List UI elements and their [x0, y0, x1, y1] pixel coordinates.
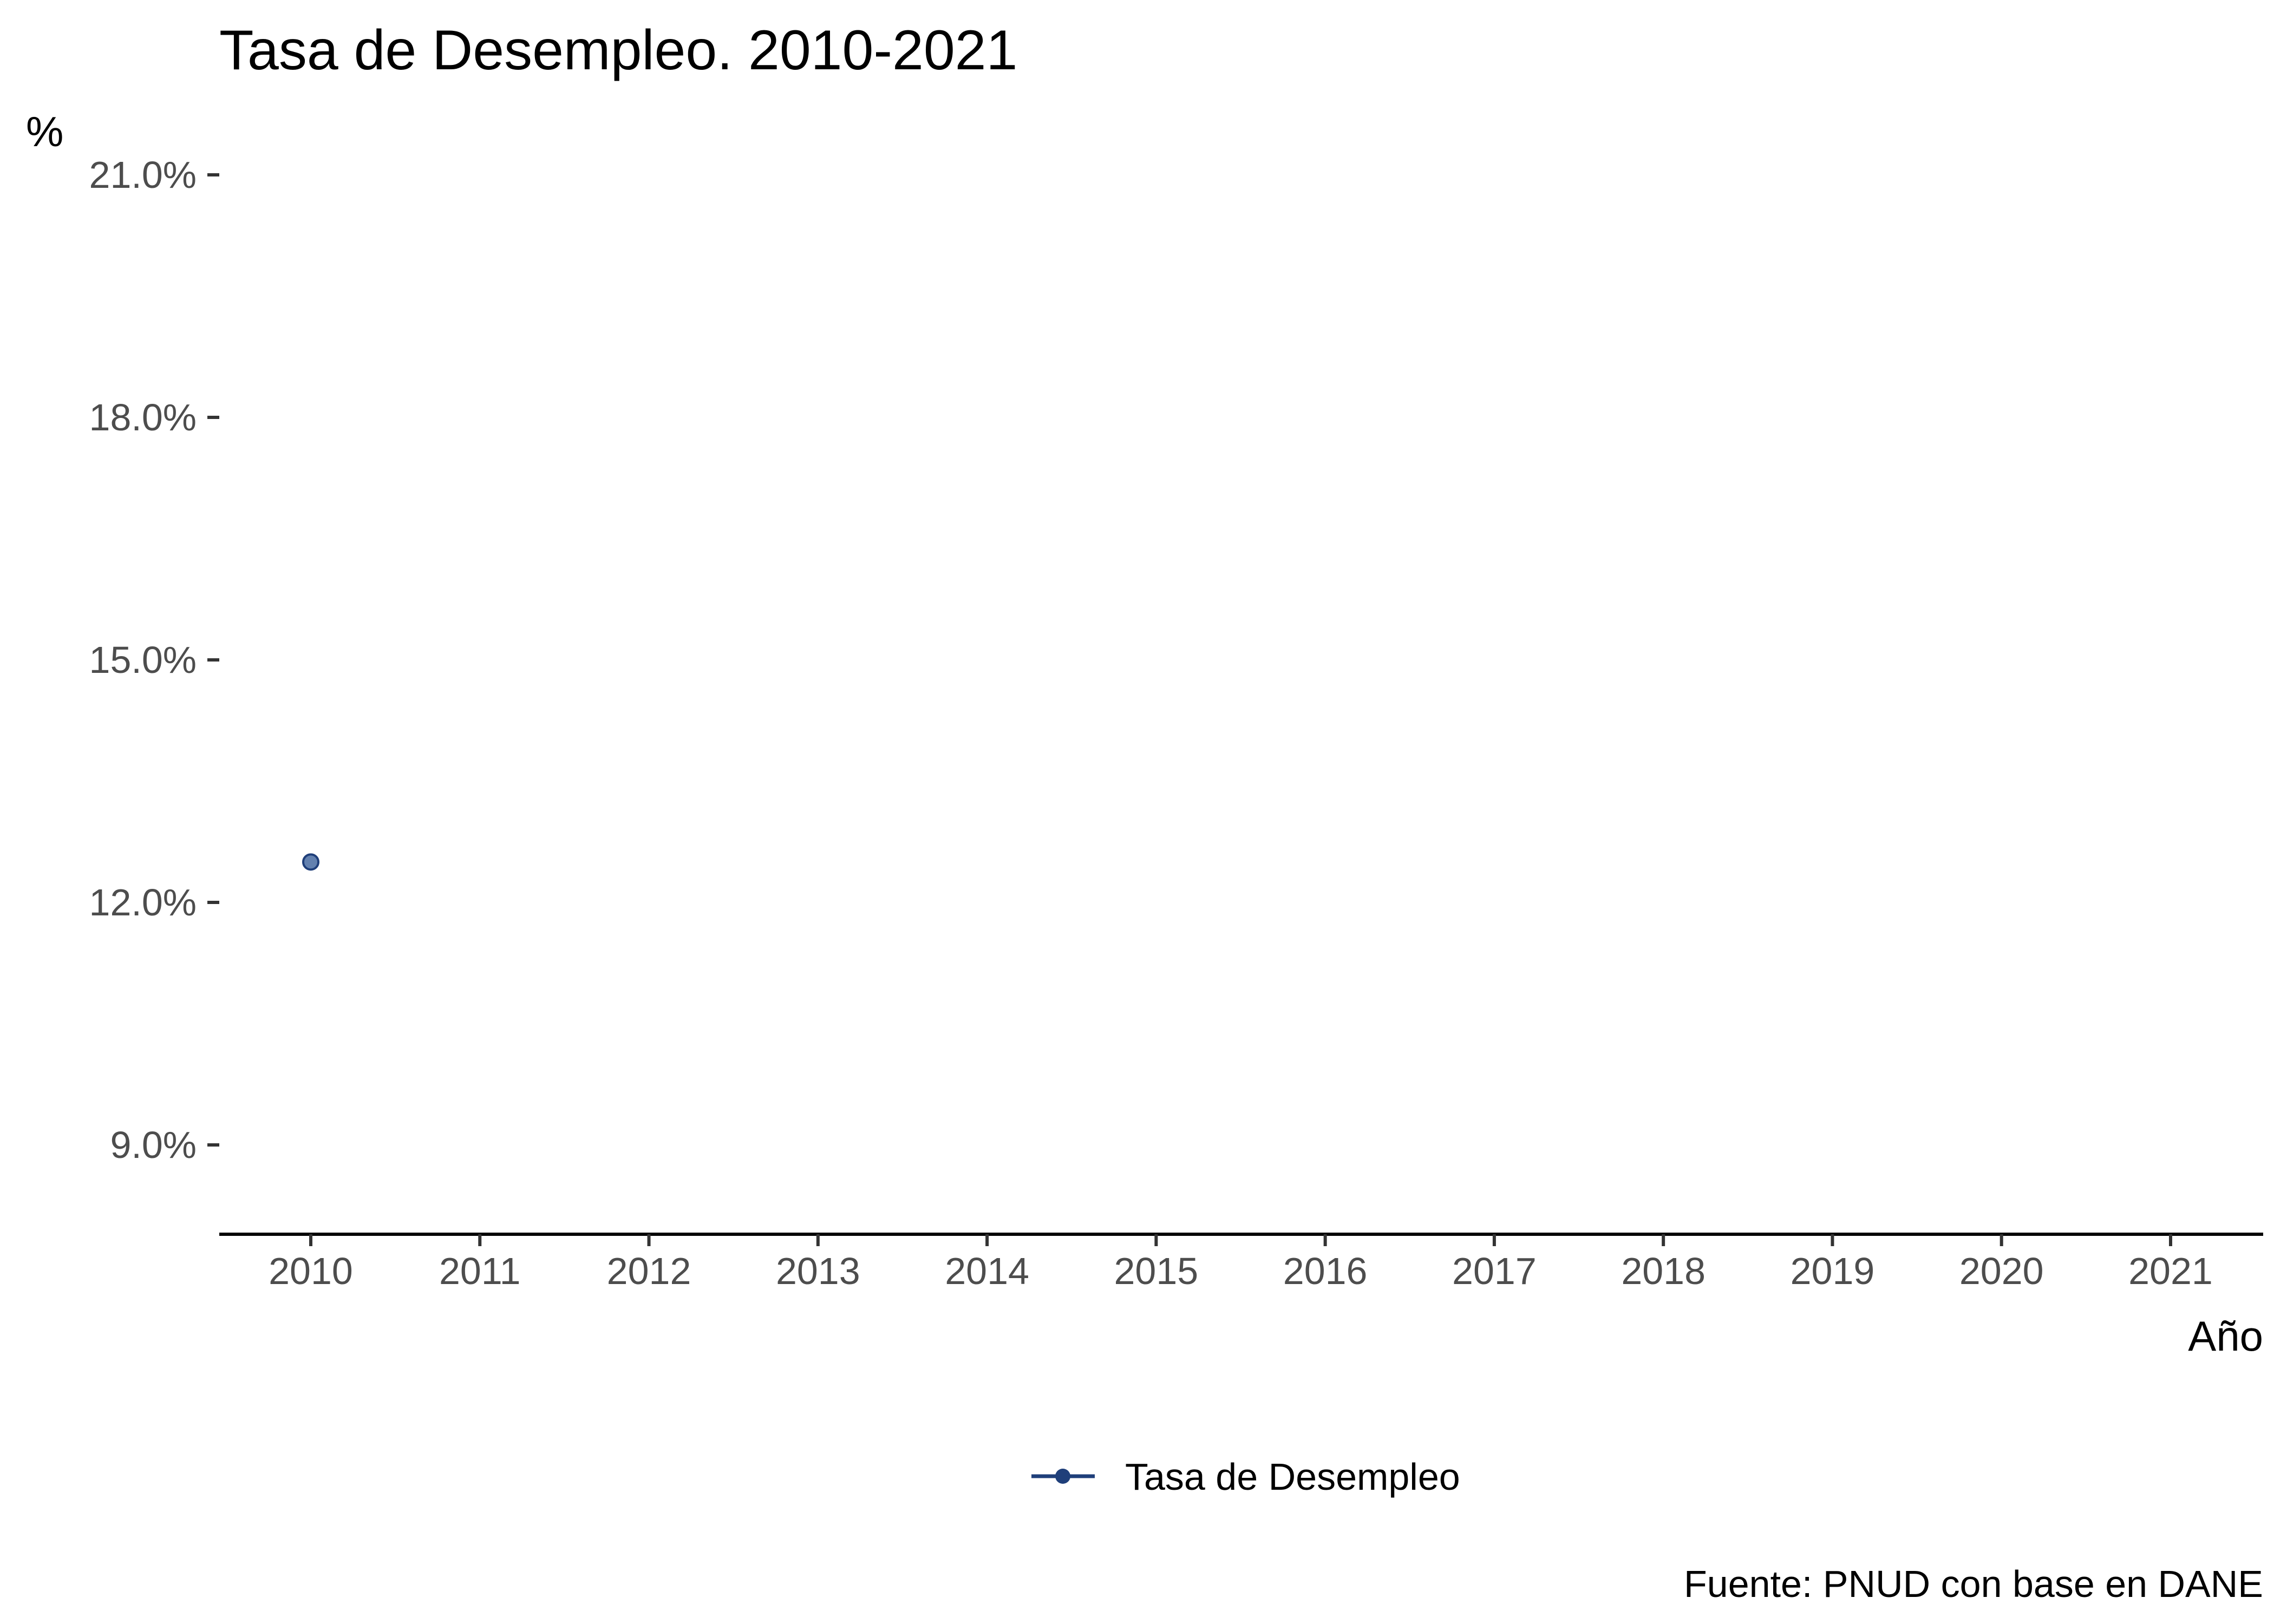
plot-area [302, 853, 319, 871]
x-tick-label: 2012 [607, 1250, 691, 1292]
y-tick-label: 9.0% [110, 1124, 197, 1166]
y-tick-label: 18.0% [89, 396, 197, 438]
x-tick-label: 2015 [1114, 1250, 1198, 1292]
x-tick-label: 2020 [1959, 1250, 2044, 1292]
y-axis-title: % [26, 108, 63, 155]
chart-title: Tasa de Desempleo. 2010-2021 [219, 19, 1017, 82]
x-tick-label: 2019 [1791, 1250, 1875, 1292]
x-tick-label: 2011 [439, 1250, 521, 1292]
chart-caption: Fuente: PNUD con base en DANE [1684, 1563, 2263, 1605]
x-axis: 2010 2011 2012 2013 2014 2015 2016 2017 2018 2019… [219, 1233, 2263, 1292]
legend-point-swatch [1055, 1469, 1070, 1484]
legend: Tasa de Desempleo [1031, 1456, 1460, 1498]
y-tick-label: 21.0% [89, 154, 197, 196]
y-axis: 9.0% 12.0% 15.0% 18.0% 21.0% [89, 154, 219, 1166]
x-axis-title: Año [2188, 1312, 2263, 1360]
x-tick-label: 2021 [2128, 1250, 2213, 1292]
x-tick-label: 2014 [945, 1250, 1029, 1292]
y-tick-label: 15.0% [89, 639, 197, 681]
x-tick-label: 2018 [1621, 1250, 1706, 1292]
x-tick-label: 2013 [776, 1250, 860, 1292]
legend-label: Tasa de Desempleo [1125, 1456, 1460, 1498]
x-tick-label: 2010 [269, 1250, 353, 1292]
x-tick-label: 2017 [1452, 1250, 1537, 1292]
data-point [302, 853, 319, 871]
y-tick-label: 12.0% [89, 881, 197, 924]
x-tick-label: 2016 [1283, 1250, 1368, 1292]
